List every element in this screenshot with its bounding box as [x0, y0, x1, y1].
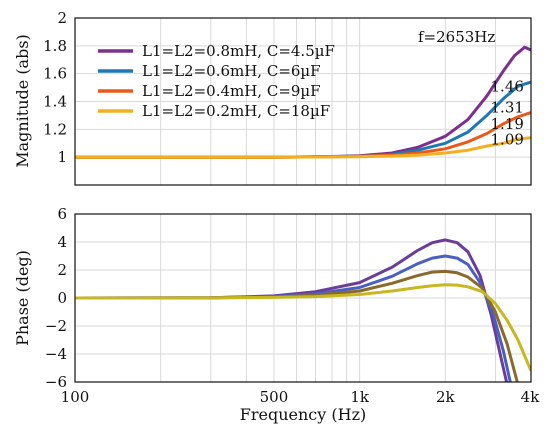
magnitude-y-tick-label: 2 — [57, 9, 67, 27]
magnitude-series — [75, 45, 531, 159]
legend: L1=L2=0.8mH, C=4.5µF L1=L2=0.6mH, C=6µF L1… — [98, 42, 335, 120]
phase-y-tick-label: −6 — [45, 373, 67, 391]
magnitude-y-tick-label: 1.4 — [43, 93, 67, 111]
x-tick-label: 1k — [350, 388, 370, 406]
magnitude-value-label: 1.19 — [491, 115, 524, 133]
x-axis-label: Frequency (Hz) — [240, 405, 367, 424]
x-tick-label: 100 — [61, 388, 90, 406]
legend-label-3: L1=L2=0.4mH, C=9µF — [142, 82, 321, 100]
phase-y-ticks: 6 4 2 0 −2 −4 −6 — [45, 205, 67, 391]
legend-label-2: L1=L2=0.6mH, C=6µF — [142, 62, 321, 80]
frequency-annotation: f=2653Hz — [418, 28, 495, 46]
x-tick-label: 500 — [260, 388, 289, 406]
phase-y-tick-label: −2 — [45, 317, 67, 335]
magnitude-panel: 2 1.8 1.6 1.4 1.2 1 1.46 1.311.191.09 L1=L2=0.… — [13, 9, 532, 186]
phase-y-tick-label: 2 — [57, 261, 67, 279]
phase-y-tick-label: 4 — [57, 233, 67, 251]
magnitude-value-label: 1.31 — [491, 98, 524, 116]
phase-y-tick-label: 6 — [57, 205, 67, 223]
x-tick-label: 4k — [521, 388, 541, 406]
magnitude-annotations: 1.46 1.311.191.09 — [491, 78, 524, 149]
magnitude-value-label: 1.09 — [491, 130, 524, 148]
phase-y-tick-label: −4 — [45, 345, 67, 363]
phase-series-line-4 — [75, 283, 531, 372]
x-tick-label: 2k — [436, 388, 456, 406]
phase-panel: 6 4 2 0 −2 −4 −6 100 500 1k 2k 4k Phase (deg) Freq… — [13, 205, 540, 424]
x-tick-labels: 100 500 1k 2k 4k — [61, 388, 541, 406]
magnitude-y-tick-label: 1.8 — [43, 37, 67, 55]
magnitude-y-tick-label: 1.6 — [43, 65, 67, 83]
phase-y-tick-label: 0 — [57, 289, 67, 307]
legend-label-1: L1=L2=0.8mH, C=4.5µF — [142, 42, 335, 60]
magnitude-grid — [75, 17, 532, 185]
magnitude-y-label: Magnitude (abs) — [13, 34, 32, 168]
magnitude-value-label: 1.46 — [491, 78, 524, 96]
phase-series — [75, 238, 531, 382]
legend-label-4: L1=L2=0.2mH, C=18µF — [142, 102, 330, 120]
magnitude-y-tick-label: 1.2 — [43, 120, 67, 138]
magnitude-y-tick-label: 1 — [57, 148, 67, 166]
magnitude-series-line-4 — [75, 136, 531, 159]
magnitude-y-ticks: 2 1.8 1.6 1.4 1.2 1 — [43, 9, 67, 166]
phase-y-label: Phase (deg) — [13, 250, 32, 346]
